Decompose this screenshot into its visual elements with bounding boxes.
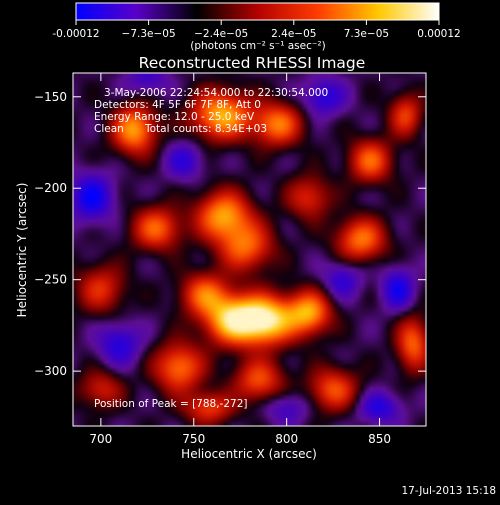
colorbar-tick-label: -0.00012 — [52, 28, 99, 40]
colorbar-tick-label: −7.3e−05 — [122, 28, 176, 40]
x-tick-label: 800 — [275, 432, 298, 446]
colorbar-tick-labels: -0.00012 −7.3e−05 −2.4e−05 2.4e−05 7.3e−05 0.… — [52, 28, 460, 40]
y-tick-label: −200 — [34, 181, 67, 195]
chart-title: Reconstructed RHESSI Image — [139, 54, 366, 72]
annotation-time-range: 3-May-2006 22:24:54.000 to 22:30:54.000 — [104, 87, 328, 99]
y-axis-label: Heliocentric Y (arcsec) — [15, 183, 29, 318]
y-tick-label: −300 — [34, 364, 67, 378]
y-tick-label: −250 — [34, 273, 67, 287]
colorbar-tick-label: −2.4e−05 — [194, 28, 248, 40]
colorbar-tick-label: 2.4e−05 — [271, 28, 316, 40]
x-tick-label: 750 — [182, 432, 205, 446]
plot-frame — [72, 72, 427, 427]
annotation-peak-position: Position of Peak = [788,-272] — [94, 398, 248, 410]
annotation-total-counts: Total counts: 8.34E+03 — [144, 123, 267, 135]
y-axis-ticks — [73, 96, 426, 372]
x-axis-tick-labels: 700 750 800 850 — [89, 432, 391, 446]
colorbar-ticks — [75, 20, 440, 25]
x-axis-ticks — [100, 73, 381, 426]
date-stamp: 17-Jul-2013 15:18 — [401, 485, 496, 497]
colorbar-tick-label: 0.00012 — [417, 28, 460, 40]
x-tick-label: 850 — [368, 432, 391, 446]
y-tick-label: −150 — [34, 90, 67, 104]
y-axis-tick-labels: −150 −200 −250 −300 — [34, 90, 67, 378]
heatmap-image — [73, 73, 426, 426]
colorbar-unit-label: (photons cm⁻² s⁻¹ asec⁻²) — [190, 40, 325, 52]
annotation-clean: Clean — [94, 123, 124, 135]
colorbar-tick-label: 7.3e−05 — [344, 28, 389, 40]
annotations: 3-May-2006 22:24:54.000 to 22:30:54.000 … — [94, 87, 328, 410]
annotation-detectors: Detectors: 4F 5F 6F 7F 8F, Att 0 — [94, 99, 261, 111]
x-tick-label: 700 — [89, 432, 112, 446]
plot-area — [72, 72, 427, 427]
colorbar — [75, 2, 440, 21]
x-axis-label: Heliocentric X (arcsec) — [181, 447, 317, 461]
annotation-energy-range: Energy Range: 12.0 - 25.0 keV — [94, 111, 255, 123]
